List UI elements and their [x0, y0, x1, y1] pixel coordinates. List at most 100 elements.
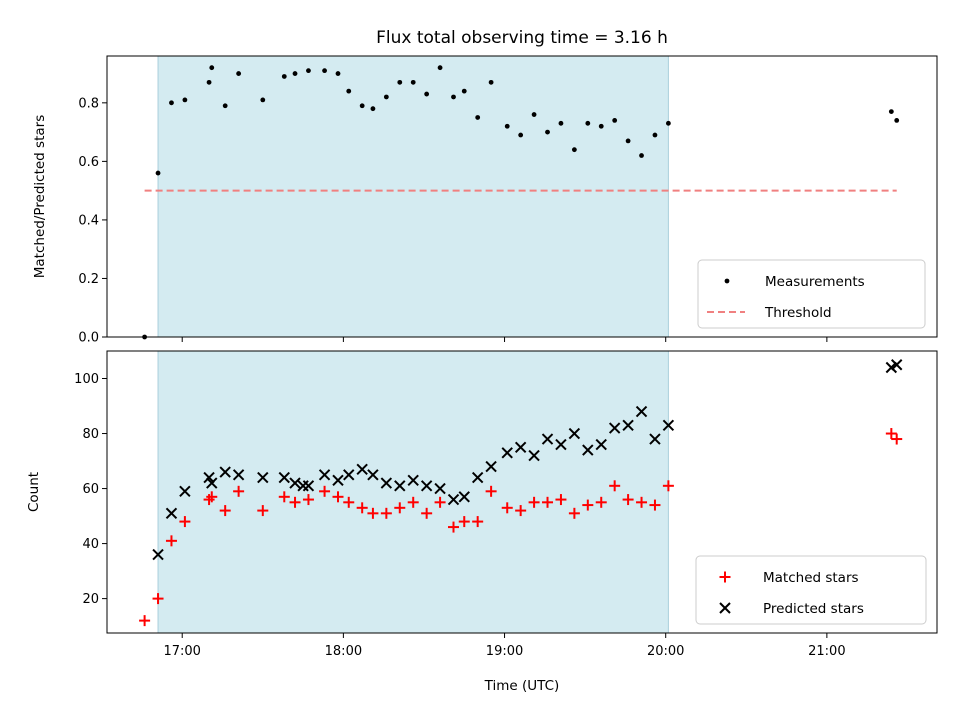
time-x-axis-tick-label: 21:00	[808, 644, 845, 659]
measurements-point	[571, 147, 577, 153]
matched-stars-point	[582, 499, 594, 511]
matched-stars-point	[891, 433, 903, 445]
time-x-axis-tick-label: 19:00	[486, 644, 523, 659]
predicted-stars-point	[662, 419, 675, 431]
matched-stars-point	[407, 496, 419, 508]
predicted-stars-point	[152, 548, 164, 561]
measurements-point	[424, 91, 430, 97]
measurements-point	[322, 68, 327, 74]
matched-stars-point	[458, 516, 470, 528]
measurements-point	[335, 71, 341, 76]
measurements-point	[888, 109, 894, 115]
count-legend: Matched stars Predicted stars	[695, 555, 927, 625]
matched-stars-point	[380, 507, 392, 519]
matched-stars-point	[356, 502, 368, 514]
matched-stars-point	[179, 516, 191, 528]
ratio-y-axis-tick-label: 0.0	[78, 331, 99, 346]
matched-stars-point	[542, 496, 554, 508]
matched-stars-point	[622, 494, 634, 506]
matched-stars-point	[501, 502, 513, 514]
measurements-point	[397, 79, 403, 85]
measurements-point	[209, 65, 215, 71]
predicted-stars-point	[179, 485, 191, 498]
matched-stars-point	[528, 496, 540, 508]
matched-stars-point	[233, 485, 245, 497]
predicted-stars-point	[471, 471, 484, 484]
matched-stars-point	[367, 507, 379, 519]
predicted-stars-point	[420, 480, 433, 492]
measurements-point	[504, 123, 510, 129]
ratio-y-axis-label: Matched/Predicted stars	[32, 115, 48, 278]
ratio-y-axis-tick-label: 0.4	[78, 213, 99, 228]
matched-stars-point	[434, 496, 446, 508]
predicted-stars-point	[528, 449, 540, 462]
measurements-point	[558, 120, 564, 126]
matched-stars-point	[636, 496, 648, 508]
measurements-point	[461, 88, 467, 94]
count-y-axis-tick-label: 100	[74, 372, 99, 387]
matched-stars-point	[609, 480, 621, 492]
matched-stars-point	[394, 502, 406, 514]
legend-matched-stars-label: Matched stars	[763, 570, 859, 586]
time-x-axis-label: Time (UTC)	[484, 678, 560, 694]
count-panel: 20 40 60 80 100 17:00 18:00 19:00 20:00 21:00 Tim…	[26, 350, 938, 694]
measurements-point	[598, 123, 604, 129]
predicted-stars-point	[447, 493, 460, 506]
measurements-point	[437, 65, 443, 71]
measurements-point	[346, 88, 352, 94]
measurements-point	[306, 68, 311, 74]
predicted-stars-point	[165, 507, 178, 520]
predicted-stars-point	[568, 427, 581, 440]
measurements-point	[612, 117, 618, 123]
matched-stars-point	[885, 428, 897, 440]
predicted-stars-point	[206, 477, 218, 489]
measurements-point	[370, 106, 376, 112]
ratio-plot-frame	[106, 55, 938, 338]
legend-threshold-label: Threshold	[764, 305, 832, 321]
predicted-stars-point	[257, 471, 269, 484]
matched-stars-point	[568, 507, 580, 519]
legend-measurements-label: Measurements	[765, 274, 865, 290]
measurements-point	[206, 79, 212, 85]
predicted-stars-point	[278, 471, 290, 484]
matched-stars-point	[662, 480, 674, 492]
count-y-axis-tick-label: 20	[82, 592, 99, 607]
matched-stars-point	[448, 521, 460, 533]
legend-matched-stars-swatch	[719, 571, 731, 583]
measurements-point	[222, 103, 228, 109]
observing-window-shade	[158, 56, 669, 337]
matched-stars-point	[139, 615, 151, 627]
predicted-stars-point	[501, 447, 513, 459]
time-x-axis-tick-label: 20:00	[647, 644, 684, 659]
measurements-point	[545, 129, 550, 135]
legend-predicted-stars-swatch	[719, 602, 731, 614]
matched-stars-point	[165, 535, 177, 547]
legend-box	[697, 259, 926, 329]
measurements-point	[665, 120, 671, 126]
matched-stars-point	[152, 593, 164, 605]
predicted-stars-point	[203, 471, 215, 484]
matched-stars-point	[595, 496, 607, 508]
predicted-stars-point	[302, 480, 315, 492]
measurements-point	[281, 74, 287, 79]
predicted-stars-point	[232, 469, 245, 481]
predicted-stars-point	[608, 422, 621, 434]
count-y-axis-label: Count	[26, 472, 42, 512]
measurements-point	[585, 120, 591, 126]
predicted-stars-point	[367, 469, 379, 481]
measurements-point	[518, 132, 524, 138]
chart-title: Flux total observing time = 3.16 h	[376, 28, 668, 48]
measurements-point	[260, 97, 266, 103]
matched-stars-point	[421, 507, 433, 519]
predicted-stars-point	[541, 433, 554, 445]
ratio-panel: 0.0 0.2 0.4 0.6 0.8 Flux total observing tim…	[32, 28, 938, 346]
matched-stars-point	[278, 491, 290, 503]
measurements-point	[894, 117, 900, 123]
predicted-stars-point	[458, 491, 470, 503]
predicted-stars-point	[485, 460, 497, 473]
matched-stars-point	[319, 485, 331, 497]
measurements-point	[236, 71, 242, 76]
count-y-axis-tick-label: 80	[82, 427, 99, 442]
predicted-stars-point	[289, 477, 301, 489]
measurements-point	[292, 71, 298, 76]
